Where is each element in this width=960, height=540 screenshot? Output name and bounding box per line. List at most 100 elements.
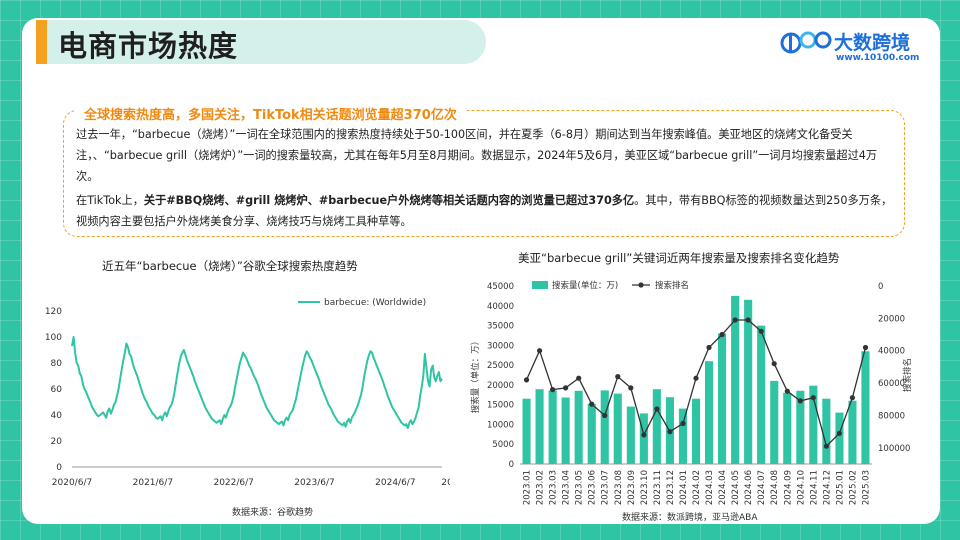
bar-search-volume — [796, 390, 805, 464]
x-tick-label: 2023.06 — [588, 470, 598, 505]
rank-point — [654, 406, 660, 412]
legend-label-bar: 搜索量(单位：万) — [552, 280, 618, 291]
x-tick-label: 2024/6/7 — [375, 478, 415, 488]
summary-paragraph-2: 在TikTok上，关于#BBQ烧烤、#grill 烧烤炉、#barbecue户外… — [76, 190, 896, 232]
summary-box — [63, 110, 905, 237]
bar-search-volume — [757, 325, 766, 464]
title-banner: 电商市场热度 — [36, 20, 486, 64]
x-tick-label: 2024.12 — [822, 470, 832, 505]
x-tick-label: 2024.10 — [796, 470, 806, 505]
bar-search-volume — [613, 393, 622, 464]
bar-search-volume — [861, 351, 870, 464]
rank-point — [628, 385, 634, 391]
page-title: 电商市场热度 — [58, 29, 239, 63]
x-tick-label: 2025.03 — [862, 470, 872, 505]
x-tick-label: 2024.01 — [679, 470, 689, 505]
title-accent-bar — [36, 20, 47, 64]
summary-paragraph-1: 过去一年，“barbecue（烧烤）”一词在全球范围内的搜索热度持续处于50-1… — [76, 128, 878, 183]
x-tick-label: 2024.11 — [809, 470, 819, 505]
bar-search-volume — [822, 398, 831, 464]
bar-search-volume — [652, 389, 661, 464]
x-tick-label: 2023.09 — [627, 470, 637, 505]
rank-point — [576, 375, 582, 381]
x-tick-label: 2024.05 — [731, 470, 741, 505]
left-chart-source: 数据来源：谷歌趋势 — [232, 508, 314, 518]
legend-label: barbecue: (Worldwide) — [324, 298, 426, 308]
right-chart-title: 美亚“barbecue grill”关键词近两年搜索量及搜索排名变化趋势 — [518, 251, 840, 265]
summary-heading: 全球搜索热度高，多国关注，TikTok相关话题浏览量超370亿次 — [74, 104, 467, 123]
y2-tick-label: 0 — [878, 282, 883, 292]
rank-point — [745, 317, 751, 323]
x-tick-label: 2023.10 — [640, 470, 650, 505]
bar-search-volume — [600, 390, 609, 464]
rank-point — [836, 430, 842, 436]
rank-point — [706, 344, 712, 351]
x-tick-label: 2022/6/7 — [213, 478, 253, 488]
rank-point — [797, 398, 803, 404]
y-tick-label: 45000 — [487, 282, 514, 292]
x-tick-label: 2023.11 — [653, 470, 663, 505]
bar-search-volume — [731, 295, 740, 464]
y2-tick-label: 60000 — [878, 379, 905, 389]
y-tick-label: 15000 — [487, 401, 514, 411]
bar-search-volume — [744, 299, 753, 464]
rank-point — [563, 385, 569, 391]
x-tick-label: 2024.07 — [757, 470, 767, 505]
brand-url: www.10100.com — [836, 53, 920, 63]
bar-search-volume — [809, 385, 818, 464]
legend-swatch-dot — [638, 282, 644, 288]
rank-point — [810, 395, 816, 401]
right-chart-source: 数据来源：数派跨境，亚马逊ABA — [622, 513, 758, 523]
brand-name: 大数跨境 — [834, 32, 911, 54]
x-tick-label: 2024.06 — [744, 470, 754, 505]
x-tick-label: 2024.04 — [718, 470, 728, 505]
x-tick-label: 2024.08 — [770, 470, 780, 505]
y-tick-label: 100 — [45, 333, 62, 343]
x-tick-label: 2025 — [441, 478, 450, 488]
y-tick-label: 10000 — [487, 420, 514, 430]
bar-search-volume — [678, 408, 687, 464]
bar-search-volume — [535, 389, 544, 464]
x-tick-label: 2023.12 — [666, 470, 676, 505]
rank-point — [732, 317, 738, 323]
rank-point — [758, 328, 764, 334]
rank-point — [667, 429, 673, 435]
legend-swatch-bar — [532, 281, 548, 289]
x-tick-label: 2025.01 — [835, 470, 845, 505]
bar-search-volume — [783, 392, 792, 464]
x-tick-label: 2023.01 — [523, 470, 533, 505]
bar-search-volume — [848, 400, 857, 464]
bar-search-volume — [692, 398, 701, 464]
y2-axis-label: 搜索排名 — [902, 358, 912, 392]
rank-point — [771, 361, 777, 367]
rank-point — [602, 412, 608, 419]
y-axis-label: 搜索量（单位：万） — [470, 337, 481, 414]
rank-point — [680, 420, 686, 427]
bar-search-volume — [835, 412, 844, 464]
y2-tick-label: 80000 — [878, 411, 905, 421]
left-line-chart: 0 20 40 60 80 100 120 2020/6/7 2021/6/7 2022/6/7 2… — [45, 298, 450, 488]
y-tick-label: 30000 — [487, 341, 514, 351]
rank-point — [862, 344, 869, 351]
y-tick-label: 20000 — [487, 381, 514, 391]
rank-point — [589, 401, 595, 407]
x-tick-label: 2020/6/7 — [52, 478, 92, 488]
rank-point — [537, 348, 543, 354]
rank-point — [523, 377, 530, 383]
bar-search-volume — [639, 413, 648, 464]
y-tick-label: 0 — [509, 460, 514, 470]
rank-point — [550, 387, 556, 393]
x-tick-label: 2023.05 — [575, 470, 585, 505]
left-chart-title: 近五年“barbecue（烧烤）”谷歌全球搜索热度趋势 — [102, 259, 358, 273]
x-tick-label: 2023.04 — [562, 470, 572, 505]
bar-search-volume — [561, 397, 570, 464]
y-tick-label: 0 — [56, 463, 62, 473]
y-tick-label: 80 — [51, 359, 63, 369]
bar-search-volume — [574, 390, 583, 464]
bar-search-volume — [587, 403, 596, 464]
y-tick-label: 25000 — [487, 361, 514, 371]
x-tick-label: 2023.03 — [549, 470, 559, 505]
x-tick-label: 2023.07 — [601, 470, 611, 505]
rank-point — [823, 443, 829, 449]
y-tick-label: 60 — [51, 385, 63, 395]
